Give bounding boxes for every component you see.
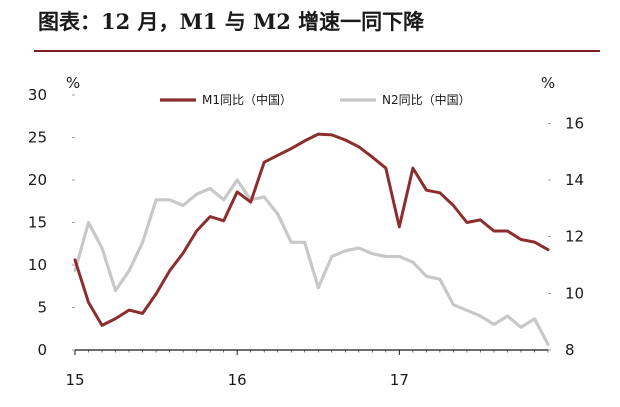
y-right-tick-label: 8 xyxy=(565,341,575,359)
y-left-tick-label: 25 xyxy=(28,129,47,147)
y-left-tick-label: 30 xyxy=(28,86,47,104)
x-tick-label: 15 xyxy=(65,371,84,389)
legend-label: N2同比（中国） xyxy=(382,92,471,107)
y-left-tick-label: 0 xyxy=(37,341,47,359)
y-left-tick-label: 20 xyxy=(28,171,47,189)
chart-plot-area xyxy=(73,132,550,346)
y-right-unit: % xyxy=(541,74,555,92)
page-title: 图表：12 月，M1 与 M2 增速一同下降 xyxy=(38,9,425,34)
x-tick-label: 17 xyxy=(390,371,409,389)
legend-label: M1同比（中国） xyxy=(202,92,292,107)
y-right-tick-label: 12 xyxy=(565,228,584,246)
y-left-tick-label: 10 xyxy=(28,256,47,274)
x-tick-label: 16 xyxy=(228,371,247,389)
y-left-tick-label: 5 xyxy=(37,299,47,317)
chart-axes: 15 16 17 0 5 10 15 20 25 30% 8 10 12 14 16% xyxy=(28,74,584,389)
series-line-m1 xyxy=(73,132,550,327)
series-line-m2 xyxy=(73,178,550,346)
title-divider xyxy=(34,50,600,52)
y-left-unit: % xyxy=(66,74,80,92)
y-right-tick-label: 10 xyxy=(565,284,584,302)
y-right-tick-label: 16 xyxy=(565,114,584,132)
y-left-tick-label: 15 xyxy=(28,214,47,232)
chart-legend: M1同比（中国） N2同比（中国） xyxy=(160,92,471,107)
y-right-tick-label: 14 xyxy=(565,171,584,189)
